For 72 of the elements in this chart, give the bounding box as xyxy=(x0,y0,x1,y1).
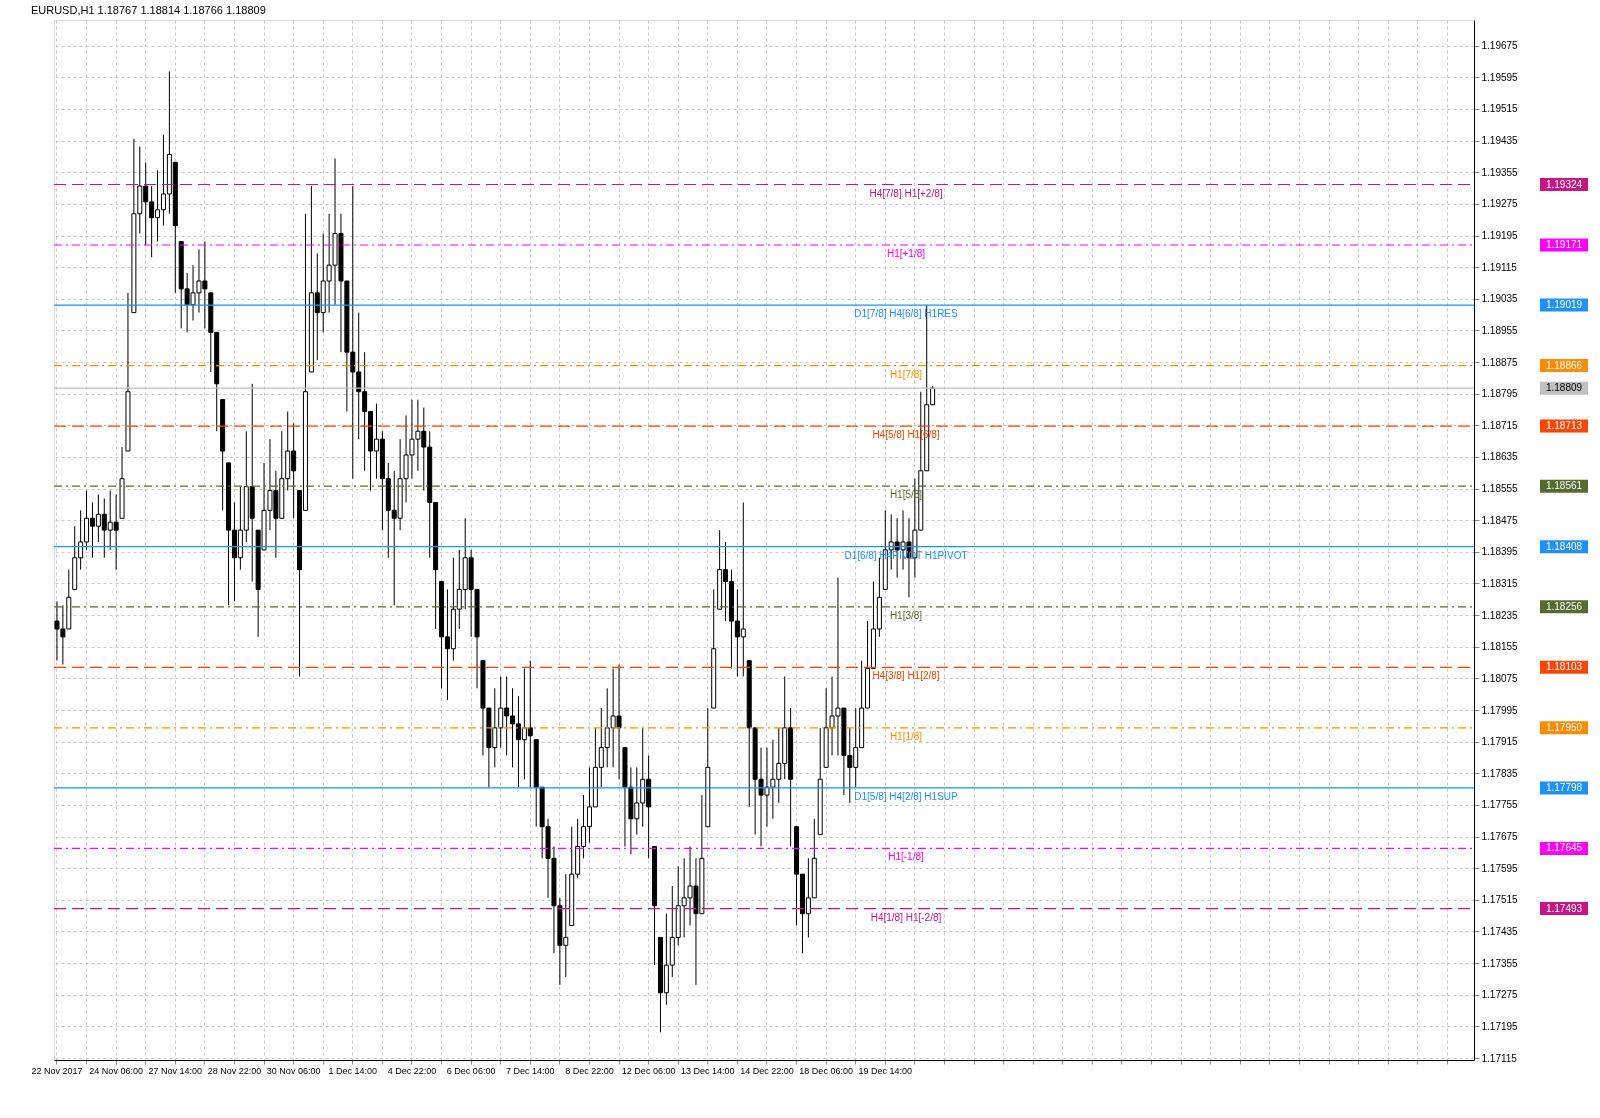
y-tick-label: 1.17275 xyxy=(1481,989,1519,1001)
text: 1.19324 xyxy=(1545,178,1583,190)
y-tick-label: 1.17995 xyxy=(1481,704,1519,716)
y-tick-label: 1.18155 xyxy=(1481,641,1519,653)
x-tick-label: 24 Nov 06:00 xyxy=(89,1065,143,1076)
text: 1.18866 xyxy=(1545,359,1583,371)
y-tick-label: 1.19115 xyxy=(1481,261,1518,273)
text: 1.17493 xyxy=(1545,902,1583,914)
ref-line-label: H1[+1/8] xyxy=(886,248,926,259)
x-tick-label: 19 Dec 14:00 xyxy=(858,1065,913,1076)
y-tick-label: 1.17515 xyxy=(1481,894,1519,906)
text: 1.18103 xyxy=(1545,661,1583,673)
y-tick-label: 1.18555 xyxy=(1481,483,1519,495)
text: 1.18256 xyxy=(1545,600,1583,612)
ref-line-label: H4[1/8] H1[-2/8] xyxy=(870,911,942,923)
text: 1.19171 xyxy=(1545,239,1583,250)
y-tick-label: 1.17115 xyxy=(1481,1052,1518,1064)
y-tick-label: 1.18395 xyxy=(1481,546,1519,558)
text: 1.17798 xyxy=(1545,781,1583,793)
y-tick-label: 1.17675 xyxy=(1481,831,1519,843)
y-tick-label: 1.18635 xyxy=(1481,451,1519,463)
x-tick-label: 12 Dec 06:00 xyxy=(621,1065,676,1076)
y-tick-label: 1.17435 xyxy=(1481,925,1519,937)
y-tick-label: 1.18235 xyxy=(1481,609,1519,621)
y-tick-label: 1.19195 xyxy=(1481,230,1519,242)
x-tick-label: 1 Dec 14:00 xyxy=(328,1065,378,1076)
text: 1.19019 xyxy=(1545,299,1583,311)
y-tick-label: 1.19595 xyxy=(1481,71,1519,83)
text: 1.18561 xyxy=(1545,480,1583,492)
y-tick-label: 1.19035 xyxy=(1481,293,1519,305)
x-tick-label: 28 Nov 22:00 xyxy=(207,1065,262,1076)
y-tick-label: 1.17595 xyxy=(1481,862,1519,874)
text: 1.18809 xyxy=(1545,382,1583,394)
ref-line-label: D1[5/8] H4[2/8] H1SUP xyxy=(854,790,959,802)
x-tick-label: 4 Dec 22:00 xyxy=(387,1065,437,1076)
y-tick-label: 1.17755 xyxy=(1481,799,1519,811)
text: 1.17950 xyxy=(1545,721,1583,733)
y-tick-label: 1.17355 xyxy=(1481,957,1519,969)
ref-line-label: H1[3/8] xyxy=(889,609,923,621)
text: 1.18408 xyxy=(1545,540,1583,552)
y-tick-label: 1.19675 xyxy=(1481,40,1519,52)
x-tick-label: 18 Dec 06:00 xyxy=(799,1065,853,1076)
y-tick-label: 1.18875 xyxy=(1481,356,1519,368)
x-tick-label: 30 Nov 06:00 xyxy=(266,1065,321,1076)
ref-line-label: H1[-1/8] xyxy=(888,851,924,863)
x-tick-label: 7 Dec 14:00 xyxy=(506,1065,555,1076)
x-tick-label: 6 Dec 06:00 xyxy=(446,1065,496,1076)
x-tick-label: 22 Nov 2017 xyxy=(31,1065,83,1076)
y-tick-label: 1.19435 xyxy=(1481,135,1519,147)
text: 1.18713 xyxy=(1545,420,1583,432)
y-tick-label: 1.18075 xyxy=(1481,672,1519,684)
ref-line-label: H1[7/8] xyxy=(889,368,923,380)
y-tick-label: 1.17195 xyxy=(1481,1020,1519,1032)
x-tick-label: 13 Dec 14:00 xyxy=(681,1065,735,1076)
x-tick-label: 27 Nov 14:00 xyxy=(148,1065,203,1076)
y-tick-label: 1.17835 xyxy=(1481,767,1519,779)
text: 1.17645 xyxy=(1545,842,1583,854)
chart-title: EURUSD,H1 1.18767 1.18814 1.18766 1.18809 xyxy=(30,4,266,16)
y-tick-label: 1.19355 xyxy=(1481,166,1519,178)
y-tick-label: 1.19515 xyxy=(1481,103,1519,115)
y-tick-label: 1.18795 xyxy=(1481,388,1519,400)
y-tick-label: 1.17915 xyxy=(1481,736,1519,748)
y-tick-label: 1.18715 xyxy=(1481,419,1519,431)
ref-line-label: H4[7/8] H1[+2/8] xyxy=(869,187,943,199)
x-tick-label: 14 Dec 22:00 xyxy=(740,1065,794,1076)
y-tick-label: 1.19275 xyxy=(1481,198,1519,210)
y-tick-label: 1.18315 xyxy=(1481,578,1519,589)
y-tick-label: 1.18955 xyxy=(1481,324,1519,336)
ref-line-label: H4[3/8] H1[2/8] xyxy=(872,670,940,682)
y-tick-label: 1.18475 xyxy=(1481,514,1519,526)
ref-line-label: H1[1/8] xyxy=(889,730,923,742)
x-tick-label: 8 Dec 22:00 xyxy=(565,1065,614,1076)
